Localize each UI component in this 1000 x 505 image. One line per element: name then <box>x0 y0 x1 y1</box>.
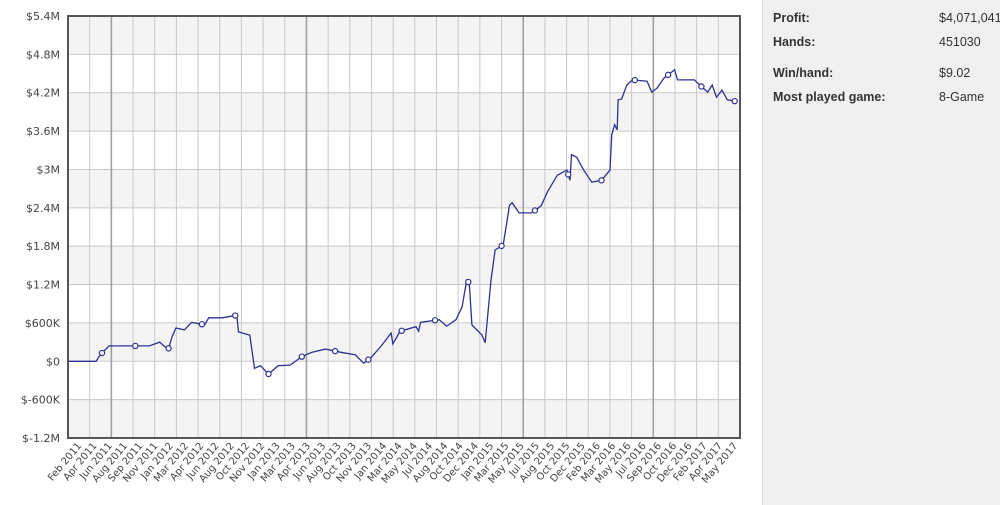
profit-value: $4,071,041 <box>939 11 1000 25</box>
stats-panel: Profit: $4,071,041 Hands: 451030 Win/han… <box>762 0 1000 505</box>
data-point-marker <box>565 171 572 178</box>
y-tick-label: $-1.2M <box>22 432 60 445</box>
y-tick-label: $1.8M <box>26 240 60 253</box>
data-point-marker <box>198 321 206 328</box>
data-point-marker <box>365 356 372 363</box>
y-tick-label: $4.8M <box>26 48 60 61</box>
data-point-marker <box>465 278 472 286</box>
y-tick-label: $600K <box>25 317 61 330</box>
y-tick-label: $2.4M <box>26 202 60 215</box>
hands-label: Hands: <box>773 35 816 49</box>
plot-band <box>68 54 740 93</box>
data-point-marker <box>265 370 272 378</box>
data-point-marker <box>98 349 106 357</box>
data-point-marker <box>431 317 439 324</box>
data-point-marker <box>132 342 139 350</box>
winhand-label: Win/hand: <box>773 66 834 80</box>
data-point-marker <box>698 83 705 90</box>
data-point-marker <box>498 242 505 250</box>
profit-chart: $5.4M $4.8M $4.2M $3.6M $3M $2.4M $1.8M $1.2M $6… <box>21 10 741 486</box>
data-point-marker <box>631 76 639 84</box>
data-point-marker <box>165 345 172 352</box>
y-tick-label: $1.2M <box>26 279 60 292</box>
y-tick-label: $5.4M <box>26 10 60 23</box>
plot-band <box>68 131 740 170</box>
winhand-value: $9.02 <box>939 66 971 80</box>
most-played-label: Most played game: <box>773 90 886 104</box>
data-point-marker <box>298 353 305 360</box>
plot-band <box>68 92 740 132</box>
plot-band <box>68 284 740 323</box>
data-point-marker <box>398 327 405 334</box>
plot-band <box>68 399 740 438</box>
most-played-value: 8-Game <box>939 90 985 104</box>
plot-band <box>68 169 740 208</box>
y-tick-label: $3.6M <box>26 125 60 138</box>
hands-value: 451030 <box>939 35 981 49</box>
data-point-marker <box>664 71 672 79</box>
plot-frame <box>67 15 741 439</box>
plot-band <box>68 16 740 55</box>
y-tick-label: $3M <box>37 163 61 176</box>
data-point-marker <box>598 177 605 184</box>
y-tick-label: $-600K <box>21 394 61 407</box>
y-tick-label: $4.2M <box>26 87 60 100</box>
y-tick-label: $0 <box>46 355 60 368</box>
plot-band <box>68 361 740 400</box>
data-point-marker <box>331 347 339 355</box>
plot-band <box>68 207 740 247</box>
profit-label: Profit: <box>773 11 810 25</box>
data-point-marker <box>731 97 738 105</box>
plot-band <box>68 246 740 285</box>
data-point-marker <box>531 207 539 214</box>
data-point-marker <box>231 312 239 319</box>
